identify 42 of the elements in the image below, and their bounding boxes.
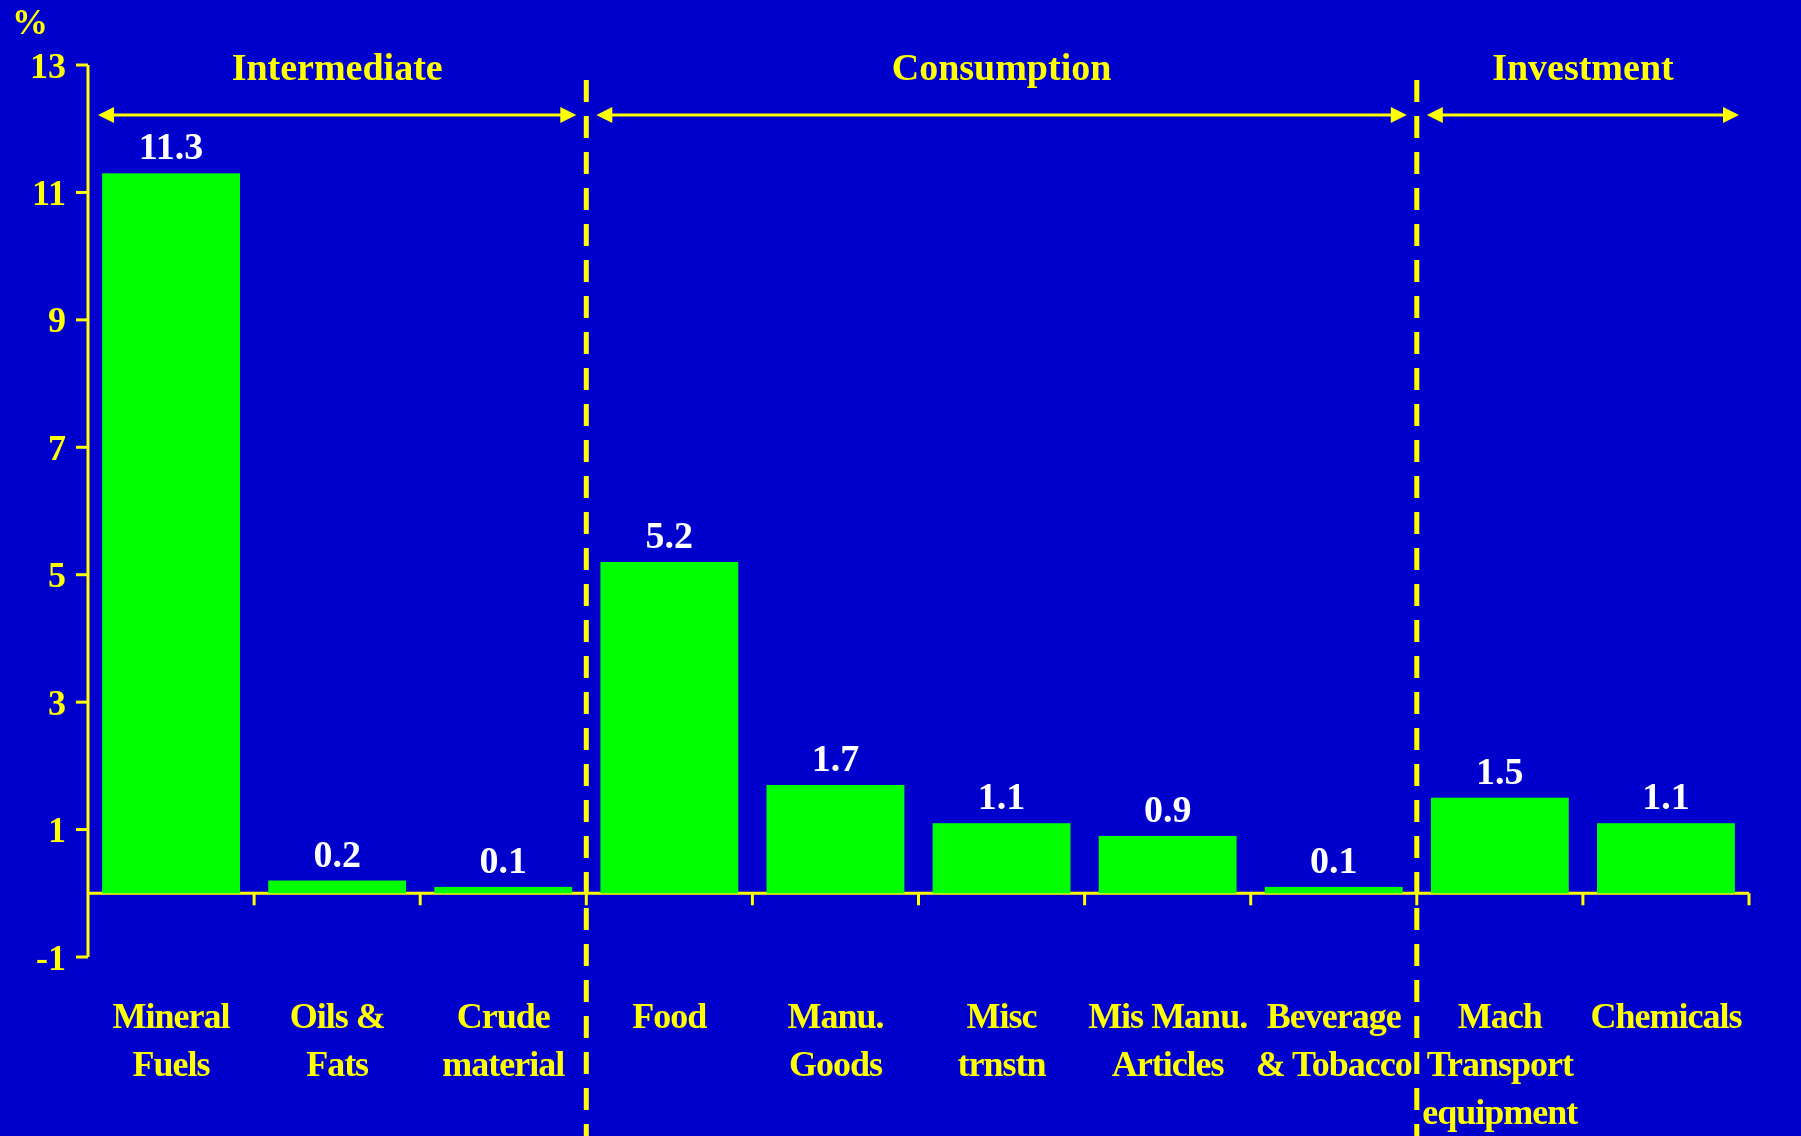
- bar: [766, 784, 905, 894]
- bar: [1430, 797, 1569, 894]
- data-label: 0.2: [313, 832, 361, 875]
- data-label: 1.1: [1642, 775, 1690, 818]
- data-label: 1.1: [977, 775, 1026, 818]
- data-label: 0.1: [479, 838, 527, 881]
- bar: [268, 880, 407, 894]
- data-label: 0.1: [1310, 838, 1358, 881]
- bar: [434, 886, 573, 894]
- x-tick-label: Mineral Fuels: [112, 996, 231, 1084]
- x-tick-label: Misc trnstn: [957, 996, 1047, 1084]
- x-tick-label: Food: [632, 996, 708, 1036]
- y-tick-label: 7: [48, 427, 66, 468]
- y-tick-label: 1: [48, 810, 66, 851]
- data-label: 0.9: [1143, 787, 1192, 830]
- bar: [600, 561, 739, 894]
- x-tick-label: Chemicals: [1590, 996, 1743, 1036]
- bar: [1597, 823, 1735, 894]
- y-tick-label: -1: [36, 937, 66, 978]
- bar: [1264, 886, 1403, 894]
- data-label: 1.5: [1476, 749, 1524, 792]
- x-tick-label: Mis Manu. Articles: [1088, 996, 1248, 1084]
- y-tick-label: 11: [31, 173, 66, 214]
- x-tick-label: Manu. Goods: [787, 996, 884, 1084]
- bar: [1098, 835, 1237, 894]
- y-tick-label: 13: [30, 45, 66, 86]
- bar: [932, 823, 1071, 894]
- y-axis-title: %: [12, 2, 48, 42]
- x-tick-label: Oils & Fats: [289, 996, 385, 1084]
- y-tick-label: 5: [48, 555, 66, 596]
- bar: [102, 173, 240, 894]
- y-tick-label: 9: [48, 300, 66, 341]
- data-label: 1.7: [811, 736, 860, 779]
- x-tick-label: Beverage & Tobacco: [1255, 996, 1412, 1084]
- data-label: 11.3: [138, 125, 204, 168]
- y-tick-label: 3: [48, 682, 66, 723]
- annotation: Intermediate: [231, 46, 443, 88]
- annotation: Consumption: [891, 46, 1112, 88]
- data-label: 5.2: [645, 513, 694, 556]
- x-tick-label: Crude material: [442, 996, 566, 1084]
- annotation: Investment: [1492, 46, 1675, 88]
- x-tick-label: Mach Transport equipment: [1422, 996, 1579, 1132]
